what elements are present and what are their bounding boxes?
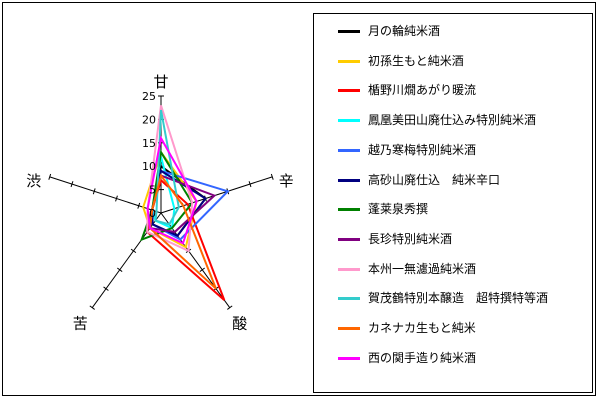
legend-label: 長珍特別純米酒 — [368, 231, 453, 246]
legend-swatch — [338, 178, 360, 182]
legend-swatch — [338, 297, 360, 301]
legend-item: 本州一無濾過純米酒 — [314, 259, 592, 279]
legend-item: 蓬莱泉秀撰 — [314, 199, 592, 219]
tick-mark — [70, 181, 74, 188]
tick-mark — [115, 195, 118, 202]
tick-mark — [92, 188, 96, 195]
tick-mark — [227, 305, 233, 310]
legend-label: 賀茂鶴特別本醸造 超特撰特等酒 — [368, 291, 549, 306]
legend-label: 初孫生もと純米酒 — [368, 53, 464, 68]
legend-label: 鳳凰美田山廃仕込み特別純米酒 — [368, 113, 537, 128]
legend-item: 高砂山廃仕込 純米辛口 — [314, 170, 592, 190]
legend-label: カネナカ生もと純米 — [368, 321, 476, 335]
legend-swatch — [338, 356, 360, 360]
axis-label-0: 甘 — [153, 73, 168, 91]
tick-mark — [130, 248, 137, 254]
radial-tick-label: 25 — [142, 90, 156, 103]
tick-mark — [137, 202, 141, 209]
axis-label-1: 辛 — [279, 172, 294, 190]
legend-item: カネナカ生もと純米 — [314, 318, 592, 338]
tick-mark — [48, 173, 52, 180]
legend-item: 長珍特別純米酒 — [314, 229, 592, 249]
legend-item: 越乃寒梅特別純米酒 — [314, 140, 592, 160]
legend-item: 月の輪純米酒 — [314, 21, 592, 41]
legend-swatch — [338, 148, 360, 152]
legend-item: 楯野川燗あがり暖流 — [314, 80, 592, 100]
legend-swatch — [338, 327, 360, 330]
legend-item: 鳳凰美田山廃仕込み特別純米酒 — [314, 110, 592, 130]
legend-label: 高砂山廃仕込 純米辛口 — [368, 172, 501, 187]
tick-mark — [103, 286, 109, 291]
radial-tick-label: 10 — [142, 160, 156, 173]
legend-swatch — [338, 208, 360, 212]
tick-mark — [199, 267, 205, 272]
tick-mark — [117, 267, 123, 272]
tick-mark — [248, 181, 252, 188]
series-line-9 — [154, 109, 180, 226]
series-line-1 — [142, 150, 198, 249]
legend-swatch — [338, 89, 360, 93]
legend-label: 越乃寒梅特別純米酒 — [368, 142, 477, 157]
tick-mark — [89, 305, 95, 310]
legend-label: 西の関手造り純米酒 — [368, 350, 477, 365]
legend: 月の輪純米酒初孫生もと純米酒 楯野川燗あがり暖流鳳凰美田山廃仕込み特別純米酒 越乃寒… — [313, 13, 593, 393]
legend-item: 西の関手造り純米酒 — [314, 348, 592, 368]
legend-label: 蓬莱泉秀撰 — [368, 202, 429, 217]
legend-label: 月の輪純米酒 — [368, 24, 441, 38]
radial-tick-label: 15 — [142, 137, 156, 150]
axis-label-2: 酸 — [232, 315, 247, 333]
legend-label: 本州一無濾過純米酒 — [368, 261, 477, 276]
legend-swatch — [338, 59, 360, 63]
radial-tick-label: 20 — [142, 113, 156, 126]
legend-item: 賀茂鶴特別本醸造 超特撰特等酒 — [314, 288, 592, 308]
legend-swatch — [338, 30, 360, 33]
series-line-11 — [146, 135, 198, 245]
legend-swatch — [338, 267, 360, 271]
legend-label: 楯野川燗あがり暖流 — [368, 83, 477, 98]
series-line-8 — [146, 105, 194, 253]
legend-swatch — [338, 237, 360, 241]
axis-label-3: 苦 — [73, 315, 88, 333]
radial-tick-label: 5 — [149, 184, 156, 197]
legend-item: 初孫生もと純米酒 — [314, 51, 592, 71]
legend-swatch — [338, 119, 360, 123]
radial-tick-label: 0 — [149, 207, 156, 220]
series-line-10 — [148, 173, 217, 290]
axis-label-4: 渋 — [26, 172, 41, 190]
tick-mark — [270, 173, 274, 180]
chart-frame: 0 5 10 15 20 25 甘辛酸 苦 渋 月の輪純米酒初孫生もと純米酒 楯野川燗あがり暖流鳳… — [2, 2, 596, 396]
